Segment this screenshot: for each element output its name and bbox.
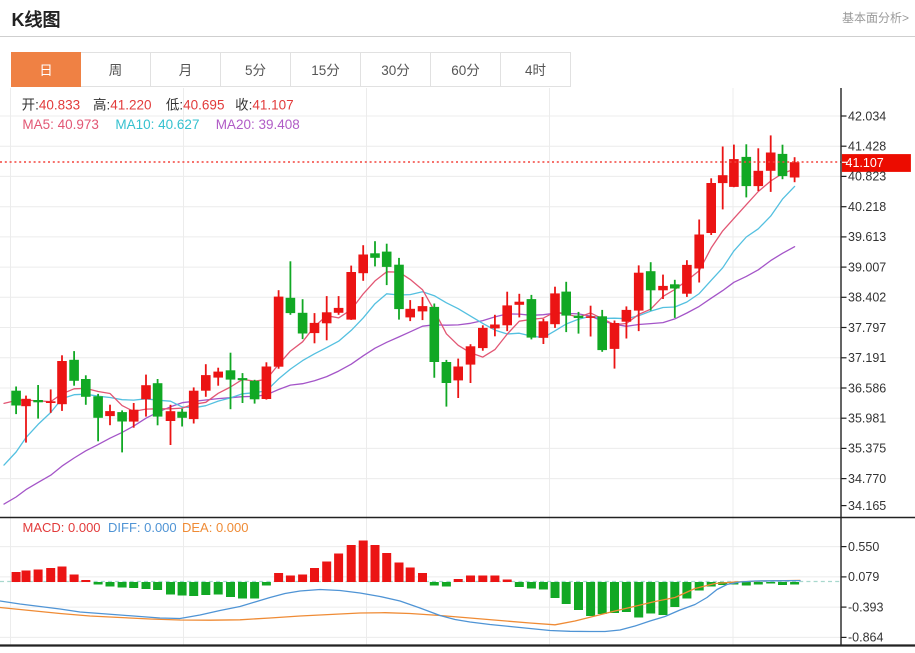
svg-text:0.079: 0.079 — [848, 570, 879, 584]
svg-text:42.034: 42.034 — [848, 109, 886, 123]
svg-text:37.797: 37.797 — [848, 321, 886, 335]
svg-text:0.550: 0.550 — [848, 540, 879, 554]
svg-text:-0.864: -0.864 — [848, 631, 883, 645]
svg-text:34.165: 34.165 — [848, 499, 886, 513]
svg-text:38.402: 38.402 — [848, 291, 886, 305]
svg-text:40.218: 40.218 — [848, 200, 886, 214]
svg-text:40.823: 40.823 — [848, 170, 886, 184]
svg-text:36.586: 36.586 — [848, 381, 886, 395]
svg-text:-0.393: -0.393 — [848, 600, 883, 614]
svg-text:35.981: 35.981 — [848, 412, 886, 426]
svg-text:35.375: 35.375 — [848, 442, 886, 456]
svg-text:39.613: 39.613 — [848, 230, 886, 244]
svg-text:37.191: 37.191 — [848, 351, 886, 365]
svg-text:41.428: 41.428 — [848, 140, 886, 154]
svg-text:34.770: 34.770 — [848, 472, 886, 486]
svg-text:41.107: 41.107 — [846, 156, 884, 170]
svg-text:39.007: 39.007 — [848, 260, 886, 274]
